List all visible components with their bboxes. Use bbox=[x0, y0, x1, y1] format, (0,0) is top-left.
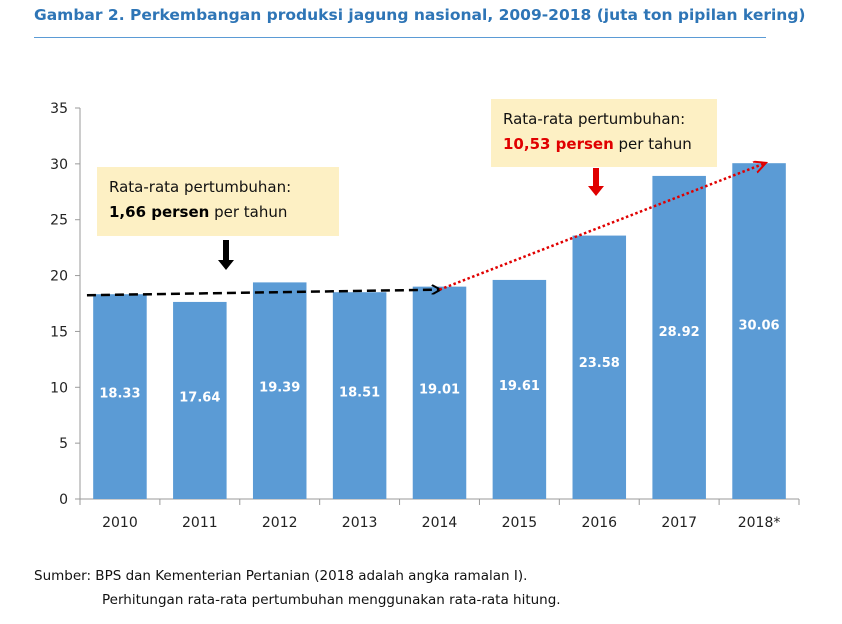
down-arrow-icon bbox=[218, 240, 234, 270]
bar bbox=[93, 294, 147, 499]
data-label: 30.06 bbox=[738, 318, 779, 333]
annotation-box bbox=[97, 167, 339, 236]
data-label: 28.92 bbox=[659, 325, 700, 340]
y-tick-label: 25 bbox=[50, 213, 68, 229]
annotation-heading: Rata-rata pertumbuhan: bbox=[503, 110, 685, 128]
annotation-rate-suffix: per tahun bbox=[209, 203, 287, 221]
x-tick-label: 2017 bbox=[661, 515, 697, 531]
bar-chart: 0 5 10 15 20 25 30 35 2010 2011 2012 2013 2014 2015 20… bbox=[50, 99, 800, 531]
data-label: 18.33 bbox=[99, 387, 140, 402]
y-tick-label: 0 bbox=[59, 492, 68, 508]
y-tick-label: 15 bbox=[50, 324, 68, 340]
y-tick-label: 10 bbox=[50, 380, 68, 396]
source-line-1: Sumber: BPS dan Kementerian Pertanian (2… bbox=[34, 568, 528, 584]
x-tick-label: 2016 bbox=[581, 515, 617, 531]
down-arrow-icon bbox=[588, 168, 604, 196]
data-label: 19.61 bbox=[499, 379, 540, 394]
annotation-rate-line: 10,53 persen per tahun bbox=[503, 135, 692, 153]
axes: 0 5 10 15 20 25 30 35 2010 2011 2012 2013 2014 2015 20… bbox=[50, 101, 800, 531]
source-line-2: Perhitungan rata-rata pertumbuhan menggu… bbox=[102, 592, 561, 608]
bars: 18.33 17.64 19.39 18.51 19.01 19.61 23.58 28.92… bbox=[93, 163, 786, 500]
y-tick-label: 30 bbox=[50, 157, 68, 173]
chart-title: Gambar 2. Perkembangan produksi jagung n… bbox=[34, 6, 806, 24]
y-tick-label: 5 bbox=[59, 436, 68, 452]
annotation-rate-value: 1,66 persen bbox=[109, 203, 209, 221]
x-tick-label: 2013 bbox=[342, 515, 378, 531]
bar bbox=[332, 292, 387, 499]
y-tick-label: 20 bbox=[50, 269, 68, 285]
source-note: Sumber: BPS dan Kementerian Pertanian (2… bbox=[34, 564, 561, 612]
data-label: 23.58 bbox=[579, 356, 620, 371]
annotation-rate-value: 10,53 persen bbox=[503, 135, 614, 153]
bar bbox=[732, 163, 786, 499]
bar bbox=[652, 175, 706, 499]
x-tick-label: 2010 bbox=[102, 515, 138, 531]
y-tick-label: 35 bbox=[50, 101, 68, 117]
trend-line-2010-2014 bbox=[86, 290, 440, 297]
x-tick-label: 2015 bbox=[502, 515, 538, 531]
x-tick-label: 2012 bbox=[262, 515, 298, 531]
data-label: 17.64 bbox=[179, 391, 220, 406]
annotation-heading: Rata-rata pertumbuhan: bbox=[109, 178, 291, 196]
trend-line-2014-2018 bbox=[439, 163, 766, 291]
annotation-rate-line: 1,66 persen per tahun bbox=[109, 203, 287, 221]
bar bbox=[412, 286, 467, 499]
title-divider bbox=[34, 37, 766, 38]
data-label: 18.51 bbox=[339, 385, 380, 400]
x-tick-label: 2011 bbox=[182, 515, 218, 531]
data-label: 19.01 bbox=[419, 383, 460, 398]
x-tick-label: 2018* bbox=[738, 515, 781, 531]
annotations: Rata-rata pertumbuhan: 1,66 persen per ta… bbox=[97, 99, 717, 270]
data-label: 19.39 bbox=[259, 380, 300, 395]
annotation-rate-suffix: per tahun bbox=[614, 135, 692, 153]
bar bbox=[572, 235, 627, 500]
x-tick-label: 2014 bbox=[422, 515, 458, 531]
trend-lines bbox=[86, 163, 766, 297]
bar bbox=[173, 301, 227, 499]
bar bbox=[252, 282, 307, 499]
annotation-box bbox=[491, 99, 717, 167]
bar bbox=[492, 279, 547, 499]
